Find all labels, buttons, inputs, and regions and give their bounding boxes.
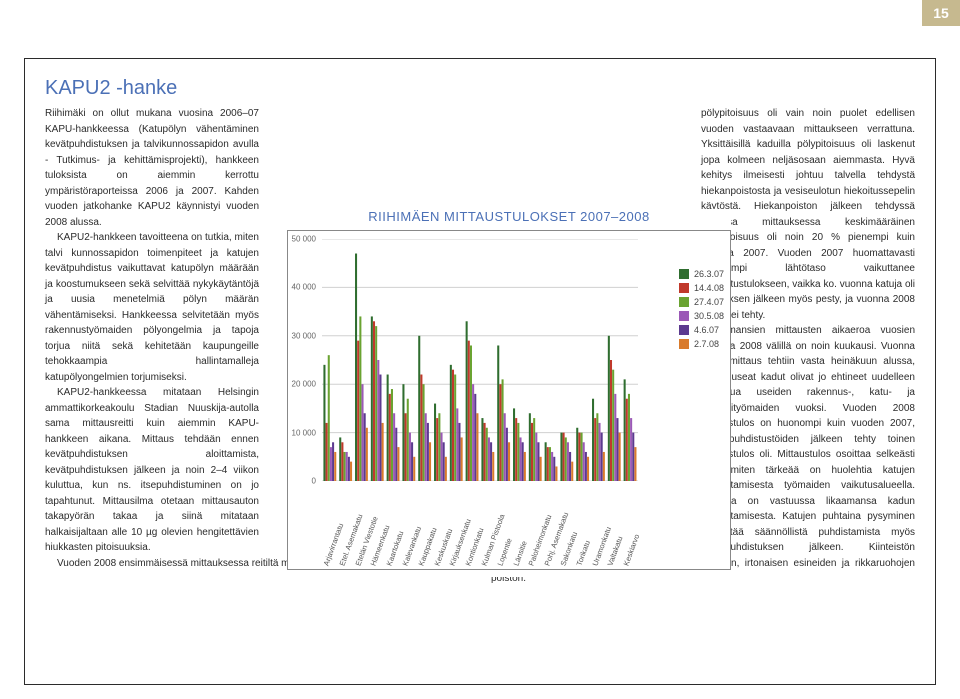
chart-y-tick: 50 000 (292, 235, 316, 244)
article-title: KAPU2 -hanke (45, 77, 915, 100)
chart-x-tick: Torikatu (574, 539, 591, 567)
legend-swatch (679, 311, 689, 321)
chart-title: RIIHIMÄEN MITTAUSTULOKSET 2007–2008 (287, 209, 731, 224)
page-number-badge: 15 (922, 0, 960, 26)
content-frame: KAPU2 -hanke Riihimäki on ollut mukana v… (24, 58, 936, 685)
legend-label: 27.4.07 (694, 297, 724, 307)
legend-label: 2.7.08 (694, 339, 719, 349)
chart-x-tick: Keskiarvo (622, 533, 642, 567)
legend-label: 26.3.07 (694, 269, 724, 279)
chart-block: RIIHIMÄEN MITTAUSTULOKSET 2007–2008 0 10 … (287, 209, 731, 577)
chart-y-tick: 20 000 (292, 380, 316, 389)
legend-swatch (679, 339, 689, 349)
legend-label: 30.5.08 (694, 311, 724, 321)
legend-swatch (679, 325, 689, 335)
legend-label: 14.4.08 (694, 283, 724, 293)
legend-item: 30.5.08 (679, 311, 724, 321)
legend-swatch (679, 283, 689, 293)
legend-label: 4.6.07 (694, 325, 719, 335)
chart-y-tick: 40 000 (292, 283, 316, 292)
legend-item: 2.7.08 (679, 339, 724, 349)
legend-item: 4.6.07 (679, 325, 724, 335)
legend-swatch (679, 269, 689, 279)
chart-box: 0 10 000 20 000 30 000 40 000 50 000 26.3.07 1… (287, 230, 731, 570)
chart-x-labels: ArjavirrantatuEtel. AsemakatuEtelän Vies… (322, 483, 638, 567)
chart-y-tick: 0 (312, 477, 316, 486)
legend-swatch (679, 297, 689, 307)
chart-y-labels: 010 00020 00030 00040 00050 000 (290, 239, 320, 481)
chart-y-tick: 10 000 (292, 428, 316, 437)
chart-legend: 26.3.07 14.4.08 27.4.07 30.5.08 4.6.07 2.7.08 (679, 269, 724, 353)
chart-y-tick: 30 000 (292, 331, 316, 340)
document-page: 15 KAPU2 -hanke Riihimäki on ollut mukan… (0, 0, 960, 699)
legend-item: 26.3.07 (679, 269, 724, 279)
chart-plot-area (322, 239, 638, 481)
legend-item: 14.4.08 (679, 283, 724, 293)
legend-item: 27.4.07 (679, 297, 724, 307)
chart-svg (322, 239, 638, 481)
